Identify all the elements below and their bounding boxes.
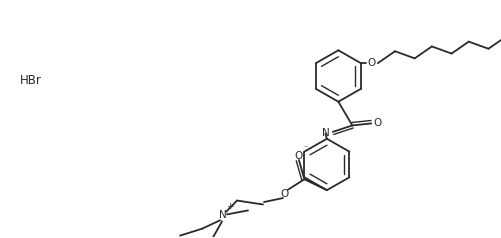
Text: HBr: HBr [21,74,42,87]
Text: O: O [280,189,288,199]
Text: N: N [219,210,226,220]
Text: O: O [294,151,302,161]
Text: +: + [226,202,233,211]
Text: O: O [367,58,375,68]
Text: O: O [373,119,381,129]
Text: N: N [321,128,329,138]
Text: ⁻: ⁻ [303,144,307,153]
